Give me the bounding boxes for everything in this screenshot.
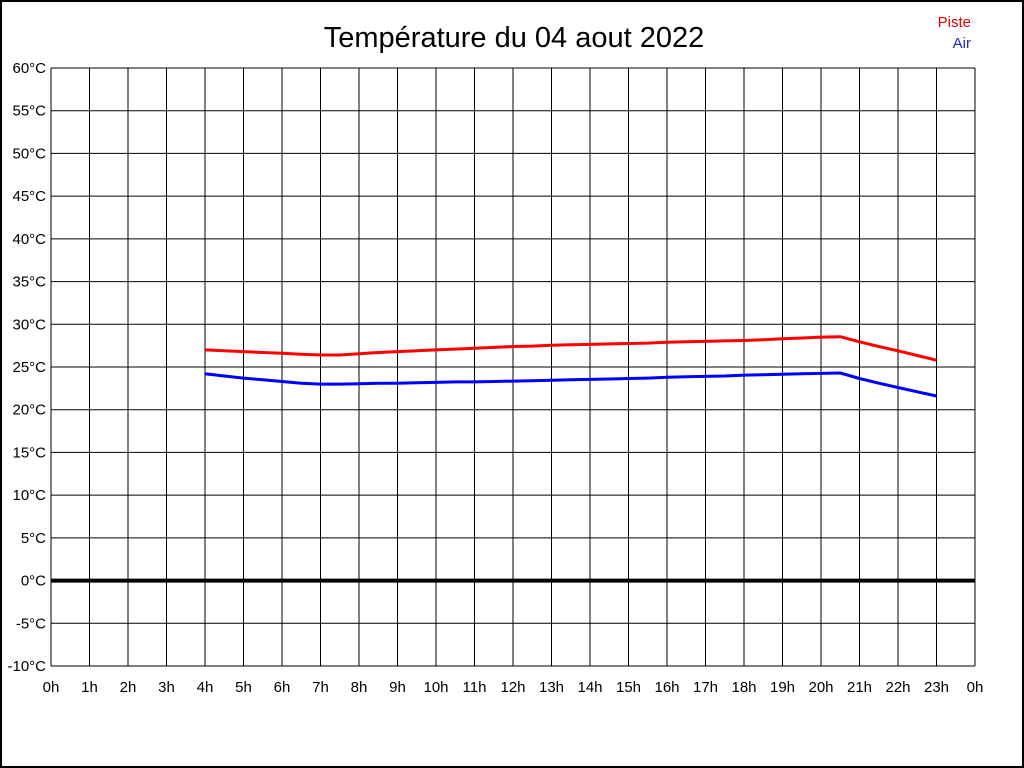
y-tick-label: 0°C (21, 573, 46, 590)
x-tick-label: 15h (616, 679, 641, 696)
y-tick-label: 60°C (12, 60, 46, 77)
series-line-piste (204, 335, 937, 362)
chart-title: Température du 04 aout 2022 (323, 22, 705, 54)
x-tick-label: 12h (500, 679, 525, 696)
x-tick-label: 0h (967, 679, 984, 696)
y-tick-label: 45°C (12, 188, 46, 205)
x-tick-label: 4h (197, 679, 214, 696)
x-tick-label: 11h (463, 679, 487, 696)
y-tick-label: -10°C (7, 658, 46, 675)
x-tick-label: 17h (693, 679, 718, 696)
x-tick-label: 6h (274, 679, 291, 696)
y-tick-label: 55°C (12, 103, 46, 120)
legend-item-piste: Piste (937, 14, 971, 31)
legend-item-air: Air (952, 35, 971, 52)
y-tick-label: 40°C (12, 231, 46, 248)
x-tick-label: 23h (924, 679, 949, 696)
x-tick-label: 5h (235, 679, 252, 696)
x-tick-label: 10h (423, 679, 448, 696)
x-tick-label: 22h (885, 679, 910, 696)
x-tick-label: 8h (351, 679, 368, 696)
y-tick-label: 15°C (12, 444, 46, 461)
y-tick-label: 30°C (12, 316, 46, 333)
x-tick-label: 18h (731, 679, 756, 696)
x-tick-label: 9h (389, 679, 406, 696)
y-tick-label: 10°C (12, 487, 46, 504)
y-tick-label: 5°C (21, 530, 46, 547)
x-tick-label: 20h (808, 679, 833, 696)
y-tick-label: 20°C (12, 402, 46, 419)
series-line-air (204, 371, 937, 398)
x-tick-label: 13h (539, 679, 564, 696)
x-tick-label: 14h (577, 679, 602, 696)
x-tick-label: 1h (81, 679, 98, 696)
x-tick-label: 7h (312, 679, 329, 696)
y-tick-label: 25°C (12, 359, 46, 376)
y-tick-label: -5°C (16, 615, 46, 632)
x-tick-label: 19h (770, 679, 795, 696)
x-tick-label: 16h (654, 679, 679, 696)
legend: Piste Air (938, 12, 971, 54)
x-tick-label: 21h (847, 679, 872, 696)
x-tick-label: 3h (158, 679, 175, 696)
y-tick-label: 50°C (12, 145, 46, 162)
y-tick-label: 35°C (12, 274, 46, 291)
x-tick-label: 0h (43, 679, 60, 696)
x-tick-label: 2h (120, 679, 137, 696)
